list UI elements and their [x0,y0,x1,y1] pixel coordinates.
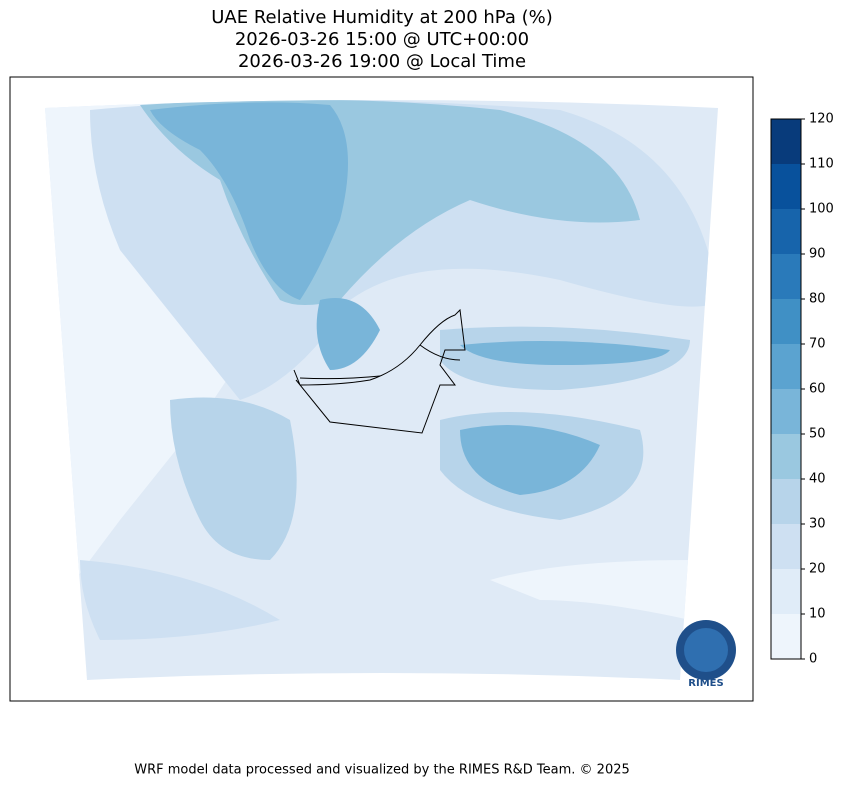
title-line: 2026-03-26 19:00 @ Local Time [238,51,526,72]
colorbar-level [771,569,801,614]
colorbar-tick-label: 0 [809,652,817,667]
colorbar-level [771,389,801,434]
colorbar-tick-label: 30 [809,517,826,532]
logo: RIMES [676,620,736,689]
map: RIMES [9,76,754,702]
colorbar-level [771,299,801,344]
colorbar-tick-label: 10 [809,607,826,622]
colorbar-tick-label: 110 [809,157,834,172]
title-line: 2026-03-26 15:00 @ UTC+00:00 [235,29,529,50]
colorbar-level [771,614,801,659]
colorbar-tick-label: 80 [809,292,826,307]
title-line: UAE Relative Humidity at 200 hPa (%) [211,7,552,28]
colorbar-tick-label: 70 [809,337,826,352]
logo-text: RIMES [688,678,723,689]
colorbar-tick-label: 20 [809,562,826,577]
colorbar-level [771,254,801,299]
colorbar-tick-label: 90 [809,247,826,262]
colorbar-tick-label: 100 [809,202,834,217]
colorbar-tick-label: 40 [809,472,826,487]
colorbar-level [771,209,801,254]
colorbar-level [771,524,801,569]
colorbar-tick-label: 120 [809,112,834,127]
colorbar-level [771,164,801,209]
colorbar-level [771,344,801,389]
colorbar-tick-label: 50 [809,427,826,442]
colorbar-level [771,434,801,479]
colorbar-level [771,119,801,164]
footer: WRF model data processed and visualized … [134,763,630,778]
colorbar: 0 10 20 30 40 50 60 70 80 90 100 110 120 [770,112,834,667]
colorbar-level [771,479,801,524]
colorbar-tick-label: 60 [809,382,826,397]
